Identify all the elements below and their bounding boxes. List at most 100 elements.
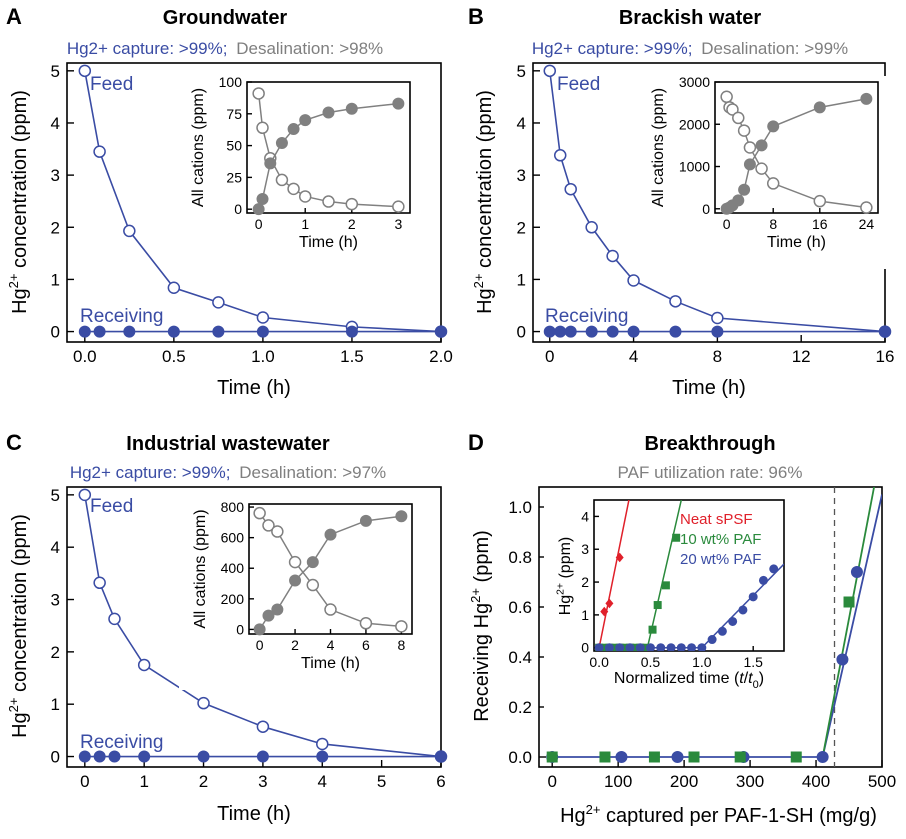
- panel-b-inset-ylabel: All cations (ppm): [650, 88, 667, 207]
- panel-b-inset-point: [767, 120, 780, 133]
- panel-label-a: A: [6, 4, 22, 29]
- panel-b-xtick-label: 12: [792, 347, 811, 366]
- panel-b-point-feed: [585, 221, 598, 234]
- panel-d-inset-point: [656, 643, 666, 651]
- panel-a-inset-point: [299, 114, 312, 127]
- panel-a-xtick-label: 0.0: [73, 347, 97, 366]
- panel-a-point-receiving: [212, 325, 225, 338]
- panel-d-inset-ytick-label: 2: [581, 574, 589, 590]
- panel-b-inset-point: [732, 194, 745, 207]
- panel-b-point-feed: [553, 149, 567, 162]
- panel-d-point: [836, 653, 849, 666]
- panel-c-inset-point: [359, 514, 372, 527]
- panel-a-point-feed: [93, 145, 106, 158]
- panel-b-xtick-label: 4: [629, 347, 638, 366]
- panel-a-frame: [66, 62, 442, 343]
- panel-d-inset-ytick-label: 0: [581, 640, 589, 656]
- panel-b-point-feed: [711, 311, 724, 325]
- panel-a-xtick-label: 1.0: [251, 347, 275, 366]
- panel-d-inset-ylabel: Hg2+ (ppm): [556, 537, 574, 616]
- panel-c-capture: Hg2+ capture: >99%;: [70, 463, 231, 482]
- panel-a-inset-point: [256, 121, 269, 135]
- panel-b-inset-point: [860, 201, 873, 214]
- panel-b-point-receiving: [627, 325, 640, 338]
- panel-b-ylabel: Hg2+ concentration (ppm): [471, 90, 496, 314]
- panel-a-inset-point: [392, 200, 405, 213]
- panel-c-point-feed: [197, 696, 210, 710]
- panel-c-inset-point: [253, 506, 266, 520]
- panel-c-ytick-label: 0: [51, 748, 60, 767]
- panel-b-inset-point: [743, 158, 756, 171]
- panel-c-ytick-label: 5: [51, 486, 60, 505]
- panel-d-inset-point: [717, 626, 727, 636]
- panel-b-inset-point: [720, 90, 733, 104]
- panel-d-chart: 0 100 200 300 400 500 0.0 0.2 0.4 0.6 0.8 1.0 Hg2+ c…: [468, 486, 896, 827]
- panel-c-inset-ytick-label: 400: [221, 560, 245, 576]
- panel-a-point-feed: [212, 296, 225, 309]
- panel-a-inset-ytick-label: 100: [219, 74, 243, 90]
- panel-b-desalination: Desalination: >99%: [701, 39, 848, 58]
- panel-a-inset-xtick-label: 3: [394, 216, 402, 232]
- panel-c-inset-ylabel: All cations (ppm): [192, 509, 209, 628]
- panel-d-inset-point: [615, 552, 624, 563]
- panel-b-receiving-label: Receiving: [545, 306, 628, 327]
- panel-b-point-receiving: [564, 325, 577, 338]
- panel-b-xtick-label: 8: [713, 347, 722, 366]
- panel-c-point-feed: [137, 658, 151, 672]
- panel-c-point-receiving: [138, 750, 151, 763]
- panel-b-point-feed: [543, 64, 557, 78]
- panel-d-inset-legend-item: Neat sPSF: [680, 511, 753, 528]
- panel-b-inset-point: [738, 183, 751, 196]
- panel-d-point: [790, 751, 802, 763]
- panel-a-inset-xtick-label: 0: [255, 216, 263, 232]
- panel-d-inset-point: [687, 643, 697, 651]
- panel-c-inset-xlabel: Time (h): [301, 655, 360, 672]
- panel-b-inset-ytick-label: 1000: [679, 159, 710, 175]
- panel-c-ytick-label: 3: [51, 591, 60, 610]
- panel-d-inset-point: [769, 564, 779, 574]
- panel-d-ytick-label: 0.2: [508, 698, 532, 717]
- panel-d-ytick-label: 1.0: [508, 498, 532, 517]
- panel-c-xtick-label: 0: [80, 772, 89, 791]
- panel-a-capture: Hg2+ capture: >99%;: [67, 39, 228, 58]
- panel-a-point-feed: [78, 64, 92, 78]
- panel-c-inset-point: [262, 519, 275, 532]
- panel-a-inset-xlabel: Time (h): [299, 234, 358, 251]
- panel-d-point: [850, 566, 863, 578]
- panel-b-point-feed: [627, 274, 640, 287]
- panel-b-subtitle: Hg2+ capture: >99%; Desalination: >99%: [532, 39, 848, 58]
- panel-b-ytick-label: 3: [517, 166, 526, 185]
- panel-c-ytick-label: 4: [51, 538, 60, 557]
- panel-d-inset-point: [672, 533, 681, 542]
- panel-d-fit-10wt: [821, 487, 875, 758]
- panel-d-xtick-label: 400: [802, 772, 830, 791]
- panel-a-xtick-label: 1.5: [340, 347, 364, 366]
- panel-c-inset-point: [271, 603, 284, 616]
- panel-label-d: D: [468, 430, 484, 455]
- panel-d-inset-point: [594, 643, 604, 651]
- panel-c-desalination: Desalination: >97%: [239, 463, 386, 482]
- panel-d-point: [816, 751, 829, 763]
- panel-a-subtitle: Hg2+ capture: >99%; Desalination: >98%: [67, 39, 383, 58]
- panel-b-point-feed: [669, 295, 682, 308]
- panel-c-inset-point: [324, 603, 337, 616]
- panel-c-inset-xtick-label: 8: [397, 637, 405, 653]
- panel-a-ytick-label: 4: [51, 114, 60, 133]
- panel-c-inset-background: [179, 498, 424, 690]
- panel-b-inset-ytick-label: 0: [702, 201, 710, 217]
- panel-b-inset-point: [755, 139, 768, 152]
- panel-c-inset-point: [253, 623, 266, 636]
- panel-b-point-receiving: [554, 325, 567, 338]
- panel-b-inset-point: [726, 103, 739, 116]
- panel-b-point-receiving: [606, 325, 619, 338]
- panel-a-inset-point: [345, 197, 359, 211]
- panel-b-point-receiving: [879, 325, 891, 338]
- panel-c-xlabel: Time (h): [217, 803, 291, 825]
- panel-d-xtick-label: 500: [868, 772, 896, 791]
- panel-a-inset-point: [256, 193, 269, 206]
- panel-a-ytick-label: 2: [51, 218, 60, 237]
- panel-d-xtick-label: 0: [547, 772, 556, 791]
- panel-b-feed-label: Feed: [557, 74, 600, 95]
- panel-c-receiving-label: Receiving: [80, 732, 163, 753]
